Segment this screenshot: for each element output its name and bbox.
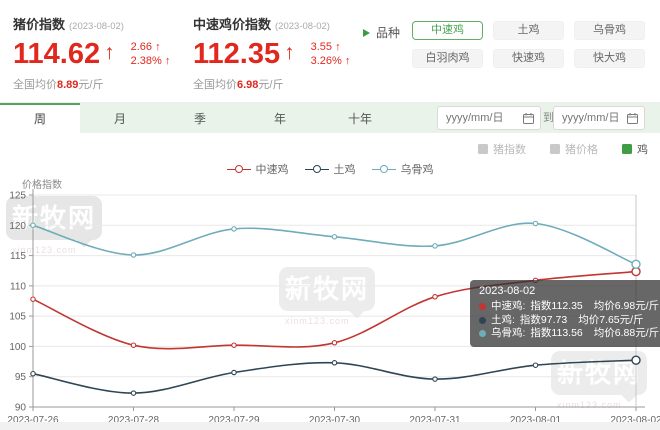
chicken-index-delta-pct: 3.26% ↑: [310, 55, 351, 67]
watermark-logo: 新牧网 xinm123.com: [551, 351, 647, 410]
svg-text:125: 125: [9, 191, 26, 202]
pig-avg-price: 全国均价8.89元/斤: [13, 79, 104, 91]
svg-text:2023-07-26: 2023-07-26: [7, 415, 59, 422]
chicken-up-arrow-icon: ↑: [284, 41, 295, 64]
triangle-right-icon: [363, 28, 370, 37]
date-from-input[interactable]: [446, 112, 521, 124]
pig-index-value: 114.62: [13, 38, 101, 70]
series-dot-icon: [479, 303, 486, 311]
series-dot-icon: [479, 330, 486, 338]
chicken-index-title: 中速鸡价指数: [193, 17, 272, 32]
breed-button-baiyurouji[interactable]: 白羽肉鸡: [412, 49, 483, 68]
breed-button-zhongsuji[interactable]: 中速鸡: [412, 21, 483, 40]
svg-text:100: 100: [9, 342, 26, 353]
svg-text:2023-08-02: 2023-08-02: [610, 415, 660, 422]
tab-year[interactable]: 年: [273, 112, 286, 126]
svg-text:95: 95: [15, 372, 27, 383]
breed-button-kuaidaji[interactable]: 快大鸡: [574, 49, 645, 68]
pig-index-card: 猪价指数 (2023-08-02) 114.62 ↑ 2.66 ↑ 2.38% …: [13, 14, 170, 92]
toggle-pig-price[interactable]: 猪价格: [550, 141, 598, 157]
svg-text:110: 110: [10, 281, 26, 292]
checkbox-icon: [478, 144, 488, 154]
calendar-icon[interactable]: [627, 112, 638, 124]
breed-button-wuguji[interactable]: 乌骨鸡: [574, 21, 645, 40]
toggle-pig-index[interactable]: 猪指数: [478, 141, 526, 157]
series-dot-icon: [479, 316, 486, 324]
legend-item-zhongsuji[interactable]: 中速鸡: [226, 161, 289, 177]
toggle-chicken[interactable]: 鸡: [622, 141, 648, 157]
pig-index-date: (2023-08-02): [69, 21, 124, 32]
pig-index-title: 猪价指数: [13, 17, 66, 32]
watermark-logo: 新牧网 xinm123.com: [6, 196, 102, 255]
tab-quarter[interactable]: 季: [193, 112, 206, 126]
checkbox-icon: [622, 144, 632, 154]
watermark-logo: 新牧网 xinm123.com: [279, 267, 375, 326]
svg-text:90: 90: [15, 403, 27, 414]
tab-week[interactable]: 周: [0, 103, 80, 133]
breed-button-grid: 中速鸡 土鸡 乌骨鸡 白羽肉鸡 快速鸡 快大鸡: [412, 21, 650, 68]
pig-index-delta: 2.66 ↑: [130, 41, 161, 53]
index-header: 猪价指数 (2023-08-02) 114.62 ↑ 2.66 ↑ 2.38% …: [0, 0, 660, 103]
pig-up-arrow-icon: ↑: [104, 41, 115, 64]
date-to-box: [553, 106, 645, 130]
breed-selector-label: 品种: [363, 24, 400, 41]
chicken-avg-price: 全国均价6.98元/斤: [193, 79, 284, 91]
chart-panel: 猪指数 猪价格 鸡 中速鸡 土鸡 乌骨鸡 价格指数 新牧网 xinm123.com…: [0, 133, 660, 422]
chicken-index-card: 中速鸡价指数 (2023-08-02) 112.35 ↑ 3.55 ↑ 3.26…: [193, 14, 350, 92]
chicken-index-delta: 3.55 ↑: [310, 41, 341, 53]
svg-text:2023-07-30: 2023-07-30: [309, 415, 361, 422]
period-tabstrip: 周 月 季 年 十年 到: [0, 103, 660, 133]
legend-item-wuguji[interactable]: 乌骨鸡: [371, 161, 434, 177]
chicken-index-date: (2023-08-02): [275, 21, 330, 32]
svg-text:105: 105: [9, 312, 26, 323]
pig-index-delta-pct: 2.38% ↑: [130, 55, 171, 67]
calendar-icon[interactable]: [523, 112, 534, 124]
legend-item-tuji[interactable]: 土鸡: [304, 161, 356, 177]
series-toggles: 猪指数 猪价格 鸡: [478, 141, 648, 157]
svg-text:2023-08-01: 2023-08-01: [510, 415, 562, 422]
line-marker-icon: [226, 165, 251, 173]
breed-button-kuaisuji[interactable]: 快速鸡: [493, 49, 564, 68]
date-from-box: [437, 106, 541, 130]
svg-text:2023-07-28: 2023-07-28: [108, 415, 160, 422]
line-marker-icon: [371, 165, 396, 173]
chart-legend: 中速鸡 土鸡 乌骨鸡: [0, 161, 660, 177]
tooltip-row: 土鸡: 指数97.73 均价7.65元/斤: [479, 314, 659, 328]
tooltip-date: 2023-08-02: [479, 285, 536, 297]
tooltip-row: 乌骨鸡: 指数113.56 均价6.88元/斤: [479, 327, 659, 341]
chart-tooltip: 2023-08-02 中速鸡: 指数112.35 均价6.98元/斤 土鸡: 指数97…: [470, 280, 660, 347]
svg-text:2023-07-31: 2023-07-31: [409, 415, 461, 422]
date-range-to-label: 到: [543, 112, 554, 124]
line-marker-icon: [304, 165, 329, 173]
y-axis-title: 价格指数: [22, 180, 62, 191]
svg-text:120: 120: [9, 221, 26, 232]
tab-decade[interactable]: 十年: [347, 112, 372, 126]
chicken-index-value: 112.35: [193, 38, 281, 70]
date-to-input[interactable]: [562, 112, 625, 124]
breed-button-tuji[interactable]: 土鸡: [493, 21, 564, 40]
checkbox-icon: [550, 144, 560, 154]
svg-text:115: 115: [10, 251, 26, 262]
tab-month[interactable]: 月: [113, 112, 126, 126]
tooltip-row: 中速鸡: 指数112.35 均价6.98元/斤: [479, 300, 659, 314]
svg-text:2023-07-29: 2023-07-29: [208, 415, 260, 422]
